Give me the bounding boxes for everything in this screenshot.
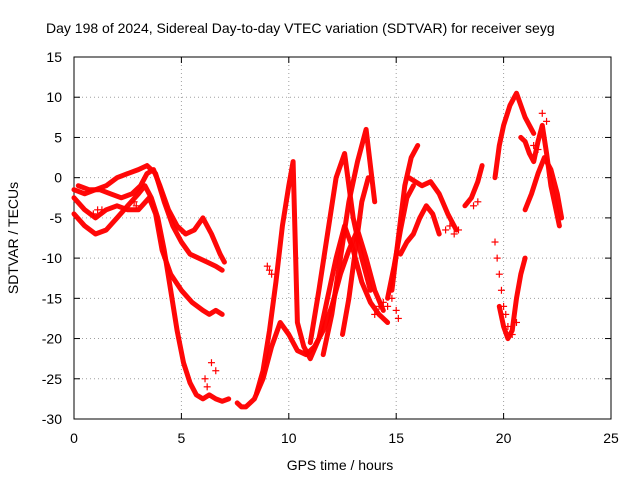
x-tick-label: 10 bbox=[281, 430, 297, 446]
x-tick-label: 25 bbox=[603, 430, 619, 446]
y-tick-label: 0 bbox=[54, 170, 62, 186]
plot-frame bbox=[73, 56, 612, 420]
data-point bbox=[89, 210, 97, 218]
data-point bbox=[495, 270, 503, 278]
series-line-track-r bbox=[522, 155, 565, 221]
data-point bbox=[379, 298, 387, 306]
data-point bbox=[534, 146, 542, 154]
data-point bbox=[130, 198, 138, 206]
data-point bbox=[450, 230, 458, 238]
data-point bbox=[203, 383, 211, 391]
data-point bbox=[207, 359, 215, 367]
series-line-track-b bbox=[71, 195, 225, 317]
x-axis-ticks: 0 5 10 15 20 25 bbox=[70, 57, 619, 446]
data-point bbox=[538, 109, 546, 117]
data-markers bbox=[89, 109, 551, 391]
y-axis-label: SDTVAR / TECUs bbox=[5, 182, 21, 294]
data-point bbox=[442, 226, 450, 234]
data-series bbox=[71, 90, 565, 410]
data-point bbox=[384, 302, 392, 310]
data-point bbox=[263, 262, 271, 270]
data-point bbox=[371, 310, 379, 318]
data-point bbox=[493, 254, 501, 262]
y-tick-label: -25 bbox=[42, 371, 62, 387]
data-point bbox=[502, 310, 510, 318]
x-axis-label: GPS time / hours bbox=[287, 457, 394, 473]
data-point bbox=[497, 286, 505, 294]
series-line-track-f bbox=[254, 159, 391, 396]
x-tick-label: 0 bbox=[70, 430, 78, 446]
data-point bbox=[201, 375, 209, 383]
series-line-track-i bbox=[340, 175, 371, 337]
data-point bbox=[470, 202, 478, 210]
data-point bbox=[392, 306, 400, 314]
series-line-track-q bbox=[518, 122, 562, 229]
chart-title: Day 198 of 2024, Sidereal Day-to-day VTE… bbox=[46, 20, 555, 36]
data-point bbox=[500, 302, 508, 310]
y-tick-label: -20 bbox=[42, 331, 62, 347]
data-point bbox=[454, 226, 462, 234]
data-point bbox=[388, 294, 396, 302]
data-point bbox=[98, 206, 106, 214]
series-line-track-d bbox=[75, 167, 227, 265]
data-point bbox=[530, 141, 538, 149]
data-point bbox=[474, 198, 482, 206]
x-tick-label: 5 bbox=[178, 430, 186, 446]
data-point bbox=[132, 202, 140, 210]
y-tick-label: -5 bbox=[50, 210, 63, 226]
x-tick-label: 15 bbox=[388, 430, 404, 446]
series-line-track-g bbox=[307, 151, 373, 346]
data-point bbox=[543, 117, 551, 125]
data-point bbox=[491, 238, 499, 246]
series-line-track-n bbox=[462, 163, 485, 209]
series-line-track-l bbox=[398, 203, 442, 257]
y-tick-label: 15 bbox=[46, 49, 62, 65]
data-point bbox=[268, 270, 276, 278]
y-tick-label: 10 bbox=[46, 89, 62, 105]
data-point bbox=[504, 322, 512, 330]
series-line-track-o bbox=[492, 90, 537, 181]
y-axis-ticks: 15 10 5 0 -5 -10 -15 -20 -25 -30 bbox=[42, 49, 611, 427]
data-point bbox=[508, 331, 516, 339]
data-point bbox=[394, 314, 402, 322]
y-tick-label: -10 bbox=[42, 250, 62, 266]
data-point bbox=[446, 222, 454, 230]
series-line-track-h bbox=[320, 126, 378, 358]
y-tick-label: -15 bbox=[42, 290, 62, 306]
data-point bbox=[265, 266, 273, 274]
series-line-track-p bbox=[496, 255, 528, 342]
series-line-track-m bbox=[406, 175, 459, 233]
y-tick-label: 5 bbox=[54, 129, 62, 145]
data-point bbox=[212, 367, 220, 375]
x-tick-label: 20 bbox=[496, 430, 512, 446]
data-point bbox=[512, 318, 520, 326]
series-line-track-k bbox=[389, 143, 421, 293]
y-tick-label: -30 bbox=[42, 411, 62, 427]
data-point bbox=[375, 302, 383, 310]
